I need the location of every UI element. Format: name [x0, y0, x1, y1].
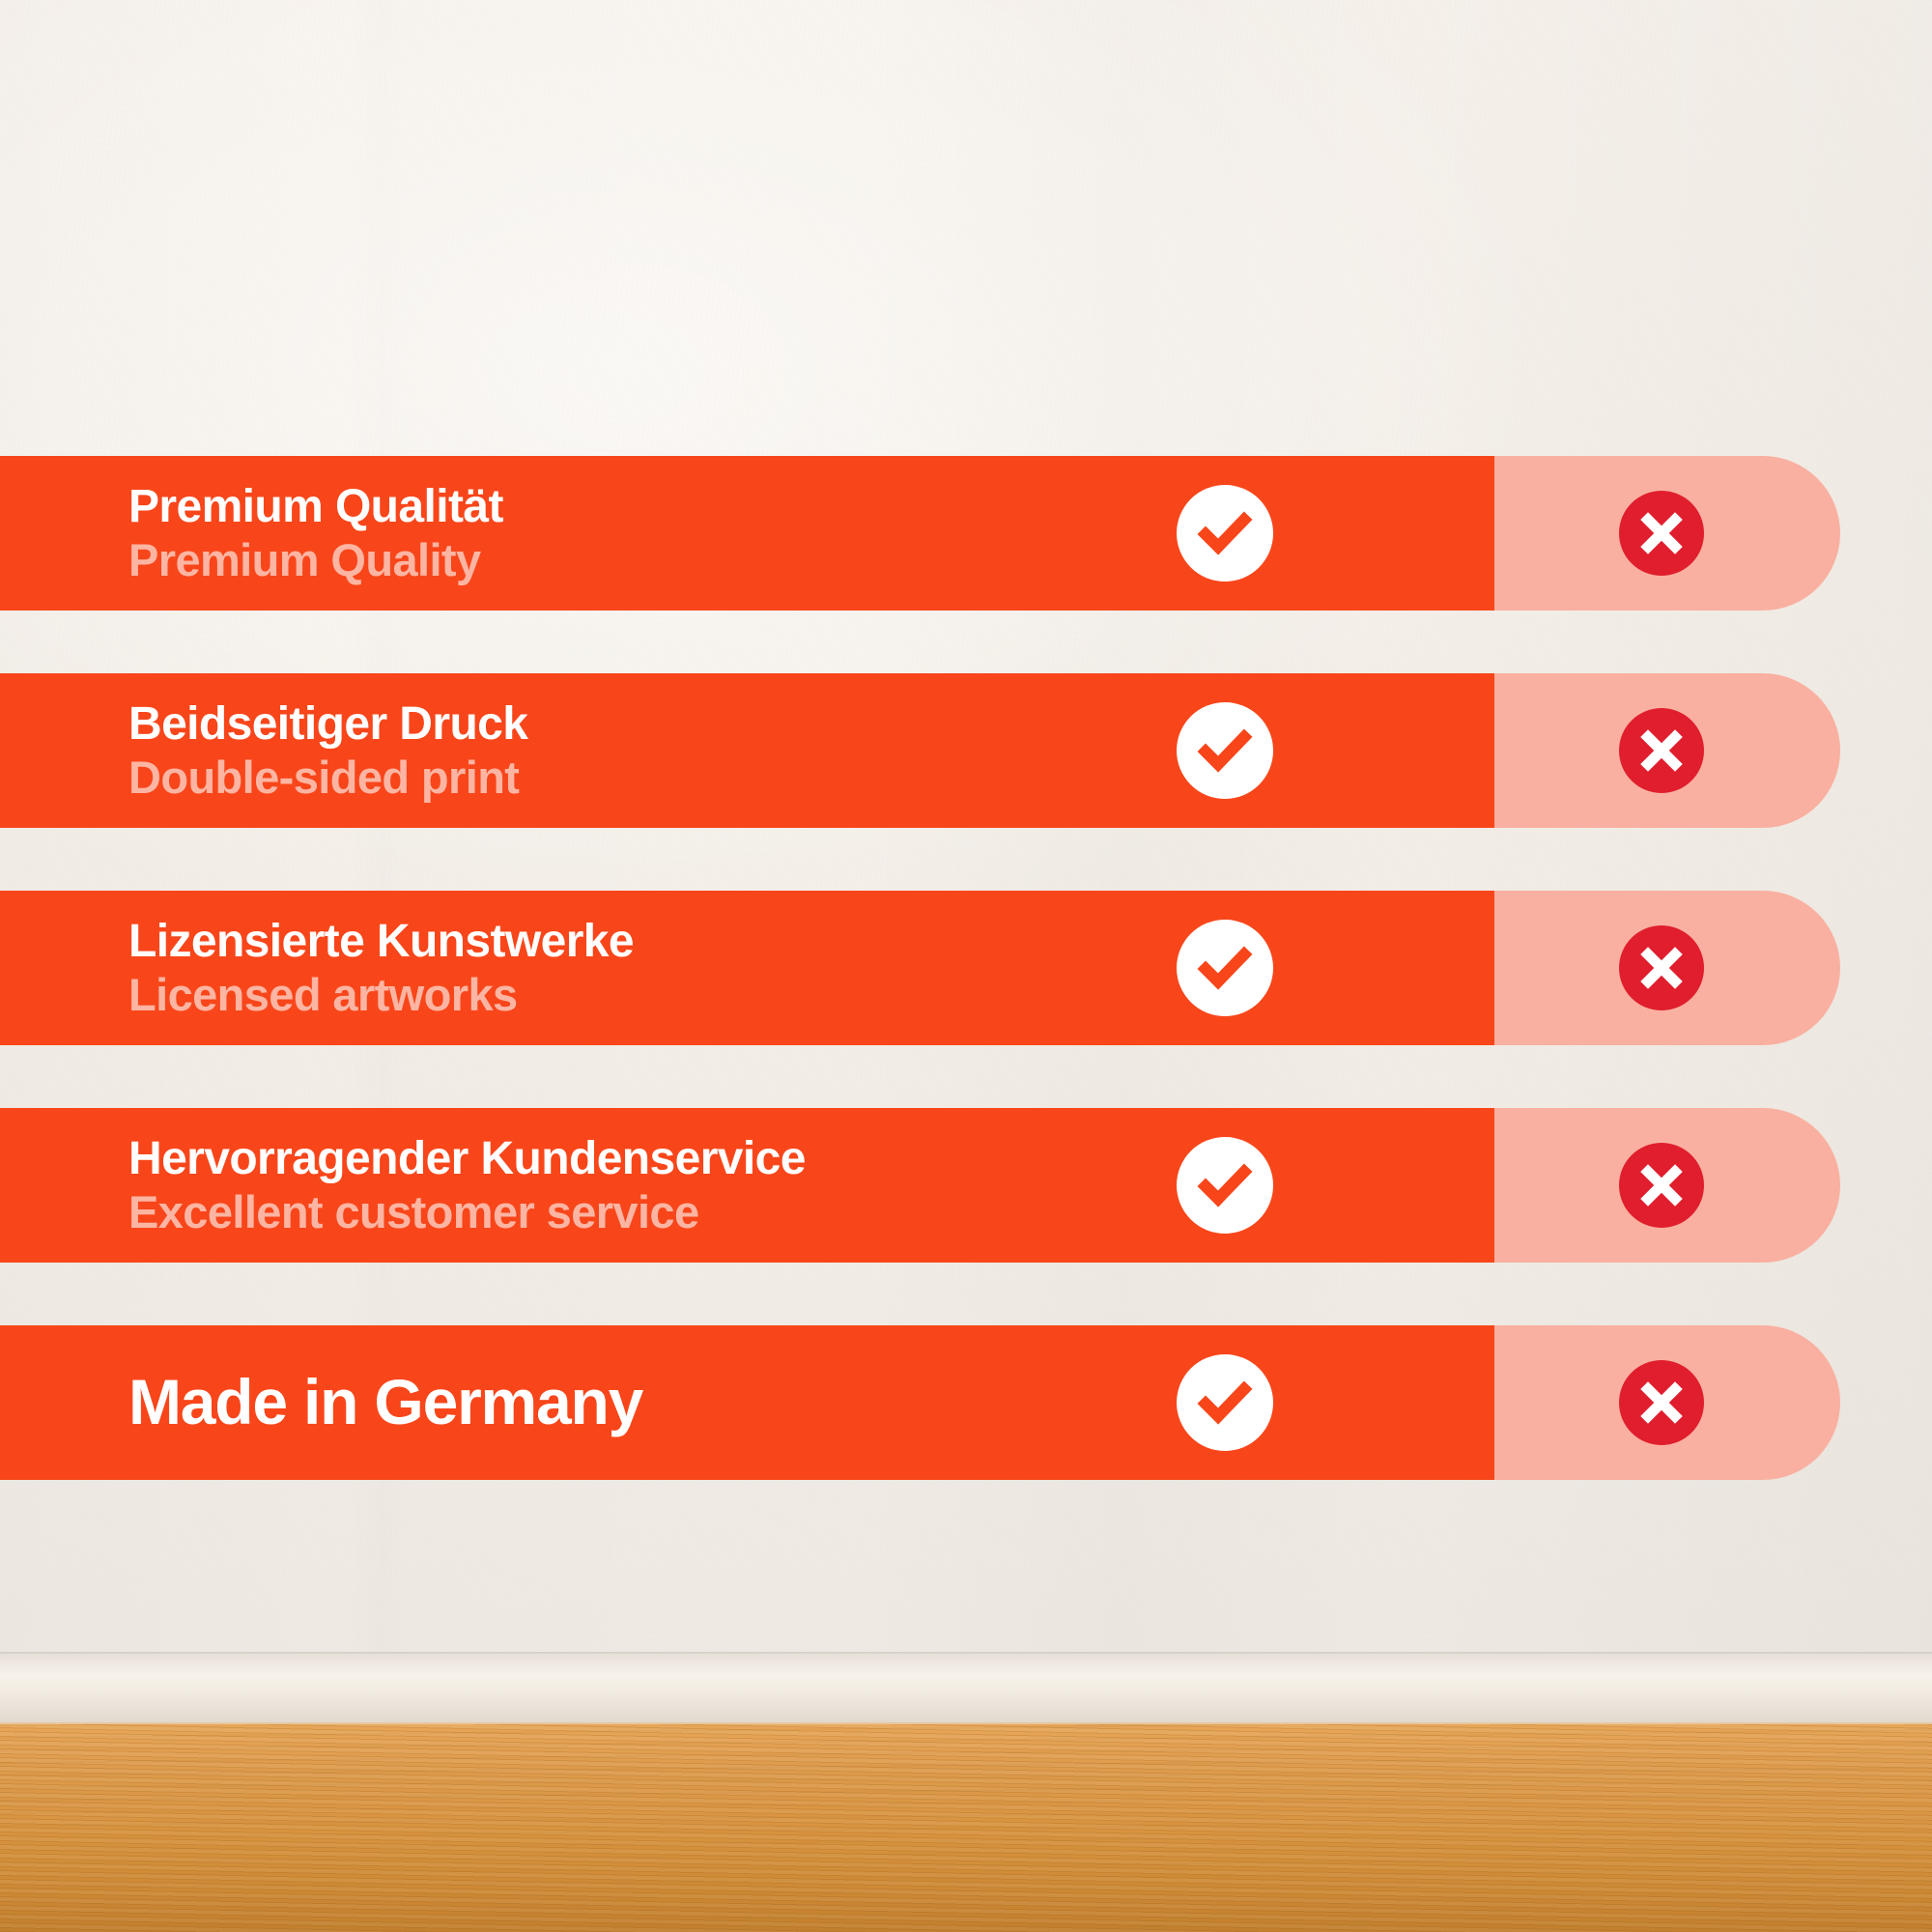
feature-label: Hervorragender Kundenservice Excellent c… [128, 1108, 806, 1263]
check-circle-icon [1177, 702, 1273, 799]
cross-circle-icon [1619, 708, 1704, 793]
feature-label: Made in Germany [128, 1325, 643, 1480]
cross-circle-icon [1619, 1143, 1704, 1228]
check-circle-icon [1177, 485, 1273, 582]
feature-label-en: Licensed artworks [128, 968, 518, 1020]
feature-label: Beidseitiger Druck Double-sided print [128, 673, 528, 828]
cross-circle-icon [1619, 1360, 1704, 1445]
check-circle-icon [1177, 1354, 1273, 1451]
feature-label-de: Premium Qualität [128, 480, 503, 532]
feature-label-en: Excellent customer service [128, 1185, 699, 1237]
check-circle-icon [1177, 920, 1273, 1016]
table-row: Premium Qualität Premium Quality [0, 456, 1840, 611]
feature-label-de: Beidseitiger Druck [128, 697, 528, 750]
feature-label-en: Premium Quality [128, 533, 481, 585]
feature-label-de: Lizensierte Kunstwerke [128, 915, 635, 967]
cross-circle-icon [1619, 491, 1704, 576]
cross-circle-icon [1619, 925, 1704, 1010]
feature-label-de: Hervorragender Kundenservice [128, 1132, 806, 1184]
feature-label: Premium Qualität Premium Quality [128, 456, 503, 611]
wooden-floor [0, 1724, 1932, 1932]
comparison-header: AUTOPRINTS Andere Others [0, 246, 1932, 607]
table-row: Hervorragender Kundenservice Excellent c… [0, 1108, 1840, 1263]
table-row: Lizensierte Kunstwerke Licensed artworks [0, 891, 1840, 1045]
feature-label-en: Double-sided print [128, 751, 520, 803]
check-circle-icon [1177, 1137, 1273, 1234]
baseboard [0, 1654, 1932, 1727]
feature-label-de: Made in Germany [128, 1366, 643, 1438]
table-row: Made in Germany [0, 1325, 1840, 1480]
feature-label: Lizensierte Kunstwerke Licensed artworks [128, 891, 635, 1045]
table-row: Beidseitiger Druck Double-sided print [0, 673, 1840, 828]
